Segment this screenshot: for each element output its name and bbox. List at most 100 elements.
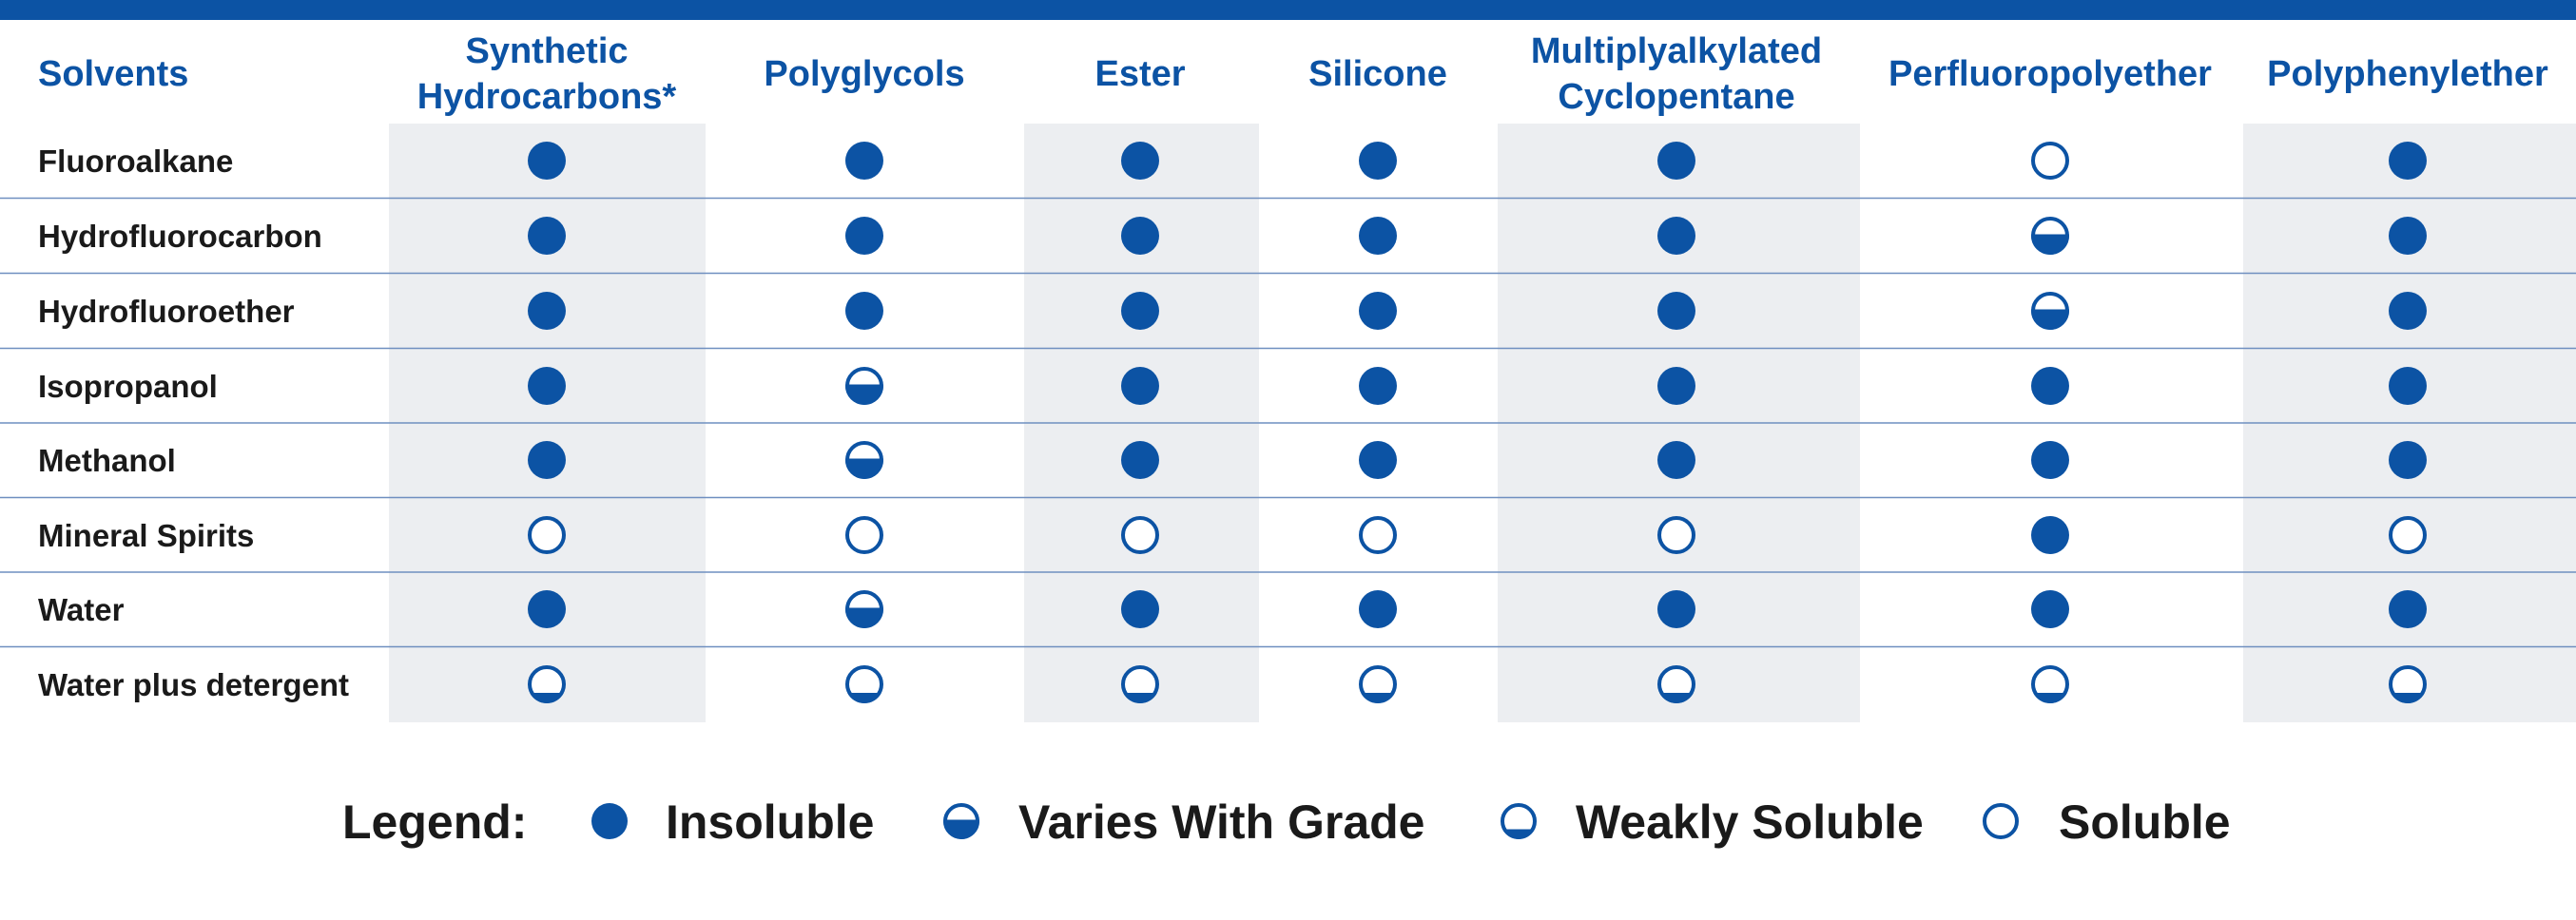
rating-cell <box>1359 590 1397 628</box>
insoluble-icon <box>528 367 566 405</box>
row-label: Isopropanol <box>38 369 218 404</box>
rating-cell <box>2031 665 2069 703</box>
rating-cell <box>1121 367 1159 405</box>
insoluble-icon <box>2031 590 2069 628</box>
legend-item: Varies With Grade <box>943 795 1425 849</box>
legend-item: Weakly Soluble <box>1501 795 1924 849</box>
legend-marker <box>1501 803 1537 839</box>
rating-cell <box>2389 590 2427 628</box>
rating-cell <box>1657 217 1695 255</box>
soluble-icon <box>2389 516 2427 554</box>
legend-marker <box>943 803 979 839</box>
row-label: Hydrofluorocarbon <box>38 219 322 254</box>
insoluble-icon <box>528 590 566 628</box>
insoluble-icon <box>845 292 883 330</box>
insoluble-icon <box>528 217 566 255</box>
segment-fill <box>847 693 881 703</box>
rating-cell <box>2389 292 2427 330</box>
column-header: Multiplyalkylated Cyclopentane <box>1531 31 1822 117</box>
rating-cell <box>2031 367 2069 405</box>
insoluble-icon <box>1359 590 1397 628</box>
rating-cell <box>1657 590 1695 628</box>
rating-cell <box>2389 665 2427 704</box>
half-fill <box>2031 236 2069 255</box>
rating-cell <box>2389 516 2427 554</box>
half-fill <box>845 609 883 628</box>
rating-cell <box>528 292 566 330</box>
row-header-label: Solvents <box>38 54 188 94</box>
legend-marker <box>1983 803 2019 839</box>
insoluble-icon <box>845 142 883 180</box>
rating-cell <box>1657 516 1695 554</box>
insoluble-icon <box>1657 367 1695 405</box>
rating-cell <box>528 516 566 554</box>
legend-label: Soluble <box>2059 795 2231 849</box>
rating-cell <box>1121 516 1159 554</box>
rating-cell <box>2031 142 2069 180</box>
insoluble-icon <box>2031 441 2069 479</box>
insoluble-icon <box>2031 367 2069 405</box>
rating-cell <box>1359 217 1397 255</box>
insoluble-icon <box>1121 590 1159 628</box>
legend-title: Legend: <box>342 795 527 849</box>
rating-cell <box>845 142 883 180</box>
rating-cell <box>528 217 566 255</box>
rating-cell <box>528 441 566 479</box>
table-row: Fluoroalkane <box>38 142 2427 180</box>
rating-cell <box>2031 217 2069 255</box>
insoluble-icon <box>1121 217 1159 255</box>
rating-cell <box>1657 142 1695 180</box>
insoluble-icon <box>2389 590 2427 628</box>
column-header: Perfluoropolyether <box>1888 54 2212 94</box>
rating-cell <box>2031 292 2069 330</box>
insoluble-icon <box>1657 590 1695 628</box>
rating-cell <box>2389 142 2427 180</box>
rating-cell <box>1657 292 1695 330</box>
rating-cell <box>1359 142 1397 180</box>
column-header: Synthetic Hydrocarbons* <box>417 31 677 117</box>
table-row: Isopropanol <box>38 367 2427 405</box>
half-fill <box>2031 311 2069 330</box>
soluble-icon <box>528 516 566 554</box>
insoluble-icon <box>1359 367 1397 405</box>
table-row: Hydrofluoroether <box>38 292 2427 330</box>
insoluble-icon <box>1657 292 1695 330</box>
rating-cell <box>2031 516 2069 554</box>
segment-fill <box>530 693 564 704</box>
rating-cell <box>2389 441 2427 479</box>
table-row: Mineral Spirits <box>38 516 2427 554</box>
half-fill <box>845 386 883 405</box>
rating-cell <box>845 665 883 703</box>
insoluble-icon <box>2389 217 2427 255</box>
insoluble-icon <box>2389 367 2427 405</box>
soluble-icon <box>845 516 883 554</box>
rating-cell <box>1121 441 1159 479</box>
segment-fill <box>1123 693 1157 703</box>
rating-cell <box>1359 441 1397 479</box>
column-header-line: Synthetic <box>465 31 628 71</box>
column-header: Ester <box>1094 54 1185 94</box>
segment-fill <box>1659 693 1694 703</box>
soluble-icon <box>2031 142 2069 180</box>
rating-cell <box>845 441 883 479</box>
insoluble-icon <box>1359 217 1397 255</box>
rating-cell <box>2031 441 2069 479</box>
insoluble-icon <box>1121 441 1159 479</box>
rating-cell <box>528 590 566 628</box>
rating-cell <box>1359 516 1397 554</box>
legend-label: Insoluble <box>666 795 874 849</box>
insoluble-icon <box>528 292 566 330</box>
rating-cell <box>2389 367 2427 405</box>
insoluble-icon <box>1121 292 1159 330</box>
rating-cell <box>1121 590 1159 628</box>
table-row: Methanol <box>38 441 2427 479</box>
legend-item: Soluble <box>1983 795 2231 849</box>
rating-cell <box>2031 590 2069 628</box>
insoluble-icon <box>1121 367 1159 405</box>
rating-cell <box>1121 292 1159 330</box>
segment-fill <box>1361 693 1395 704</box>
rating-cell <box>528 665 566 704</box>
legend-label: Weakly Soluble <box>1576 795 1924 849</box>
insoluble-icon <box>1359 292 1397 330</box>
